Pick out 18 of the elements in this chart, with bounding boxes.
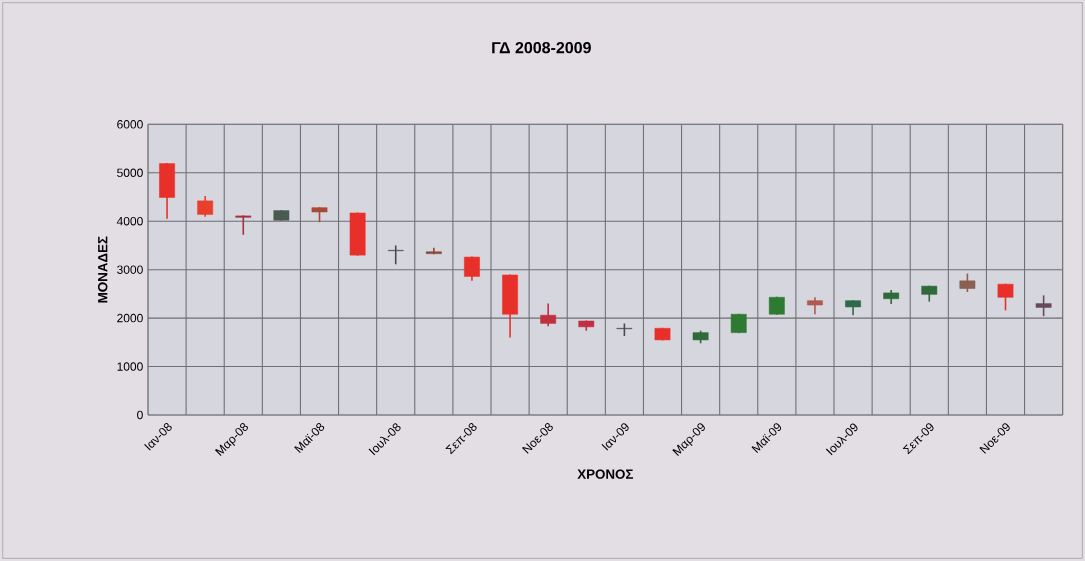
y-tick-label: 4000 [116,216,143,226]
candlestick [997,282,1014,312]
y-tick-label: 6000 [117,120,143,129]
x-axis-title: ΧΡΟΝΟΣ [577,469,634,479]
y-tick-label: 1000 [117,362,143,371]
y-tick-label: 3000 [117,265,143,274]
y-tick-label: 5000 [117,168,143,178]
candlestick [540,302,557,328]
candlestick [235,214,252,236]
candlestick [464,255,480,282]
candlestick [387,244,404,266]
y-tick-label: 0 [137,410,143,420]
chart-title: ΓΔ 2008-2009 [492,42,591,54]
y-tick-label: 2000 [117,313,143,323]
y-axis-title: ΜΟΝΑΔΕΣ [98,236,108,303]
candlestick [959,272,976,293]
candlestick [1035,294,1052,317]
candlestick [197,195,214,218]
